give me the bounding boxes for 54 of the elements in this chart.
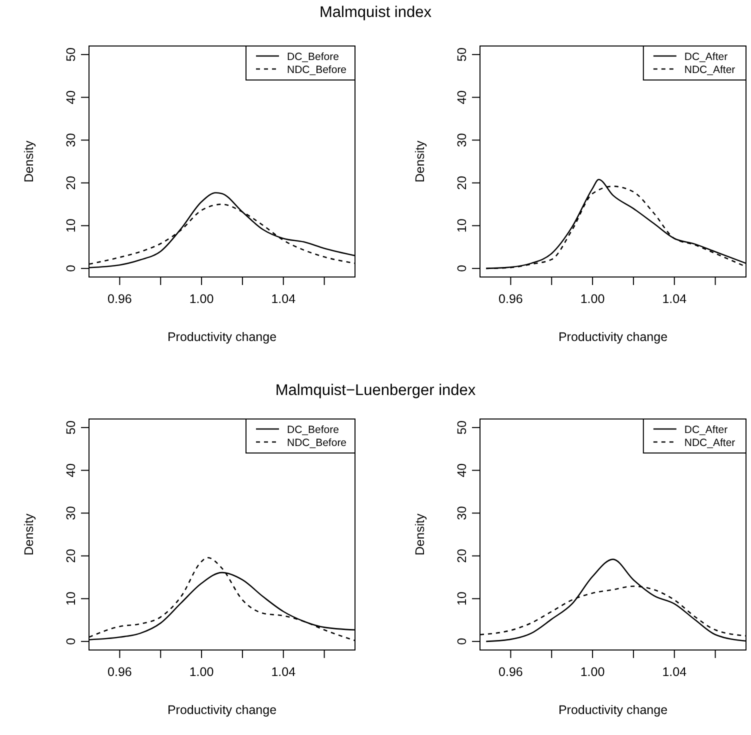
legend-label: NDC_After: [684, 64, 736, 76]
y-tick-label: 20: [64, 548, 78, 563]
chart-title: Malmquist−Luenberger index: [275, 382, 476, 399]
y-tick-label: 50: [455, 420, 469, 435]
x-axis-title: Productivity change: [558, 703, 668, 717]
x-tick-label: 1.00: [580, 292, 605, 306]
x-axis-title: Productivity change: [167, 330, 277, 344]
y-tick-label: 0: [64, 638, 78, 645]
y-tick-label: 10: [455, 218, 469, 233]
x-tick-label: 0.96: [498, 665, 523, 679]
x-axis-title: Productivity change: [167, 703, 277, 717]
x-axis-title: Productivity change: [558, 330, 668, 344]
y-tick-label: 10: [64, 218, 78, 233]
y-axis-title: Density: [22, 140, 36, 182]
y-tick-label: 30: [455, 133, 469, 148]
legend-label: NDC_Before: [287, 437, 347, 449]
chart-title: Malmquist index: [320, 4, 432, 21]
legend-label: NDC_After: [684, 437, 736, 449]
y-tick-label: 20: [455, 176, 469, 190]
y-tick-label: 30: [64, 506, 78, 520]
y-axis-title: Density: [413, 512, 427, 556]
x-tick-label: 0.96: [108, 665, 132, 679]
x-tick-label: 1.04: [271, 292, 296, 306]
y-tick-label: 10: [455, 592, 469, 606]
y-tick-label: 0: [455, 638, 469, 645]
legend-label: DC_Before: [287, 51, 340, 63]
y-axis-title: Density: [22, 512, 36, 556]
legend-label: DC_Before: [287, 424, 340, 436]
y-tick-label: 40: [64, 90, 78, 104]
y-tick-label: 0: [455, 264, 469, 272]
y-axis-title: Density: [413, 140, 427, 182]
y-tick-label: 40: [455, 90, 469, 104]
y-tick-label: 50: [455, 48, 469, 62]
legend-label: DC_After: [684, 51, 728, 63]
y-tick-label: 10: [64, 592, 78, 606]
x-tick-label: 1.04: [662, 292, 687, 306]
x-tick-label: 1.04: [662, 665, 687, 679]
y-tick-label: 0: [64, 264, 78, 272]
x-tick-label: 0.96: [108, 292, 132, 306]
y-tick-label: 50: [64, 420, 78, 435]
y-tick-label: 20: [455, 548, 469, 563]
y-tick-label: 30: [64, 133, 78, 148]
legend-label: DC_After: [684, 424, 728, 436]
x-tick-label: 1.00: [189, 292, 214, 306]
y-tick-label: 20: [64, 176, 78, 190]
y-tick-label: 40: [64, 463, 78, 478]
x-tick-label: 1.00: [580, 665, 605, 679]
x-tick-label: 1.04: [271, 665, 296, 679]
y-tick-label: 40: [455, 463, 469, 478]
y-tick-label: 50: [64, 48, 78, 62]
legend-label: NDC_Before: [287, 64, 347, 76]
y-tick-label: 30: [455, 506, 469, 520]
x-tick-label: 1.00: [189, 665, 214, 679]
x-tick-label: 0.96: [498, 292, 523, 306]
